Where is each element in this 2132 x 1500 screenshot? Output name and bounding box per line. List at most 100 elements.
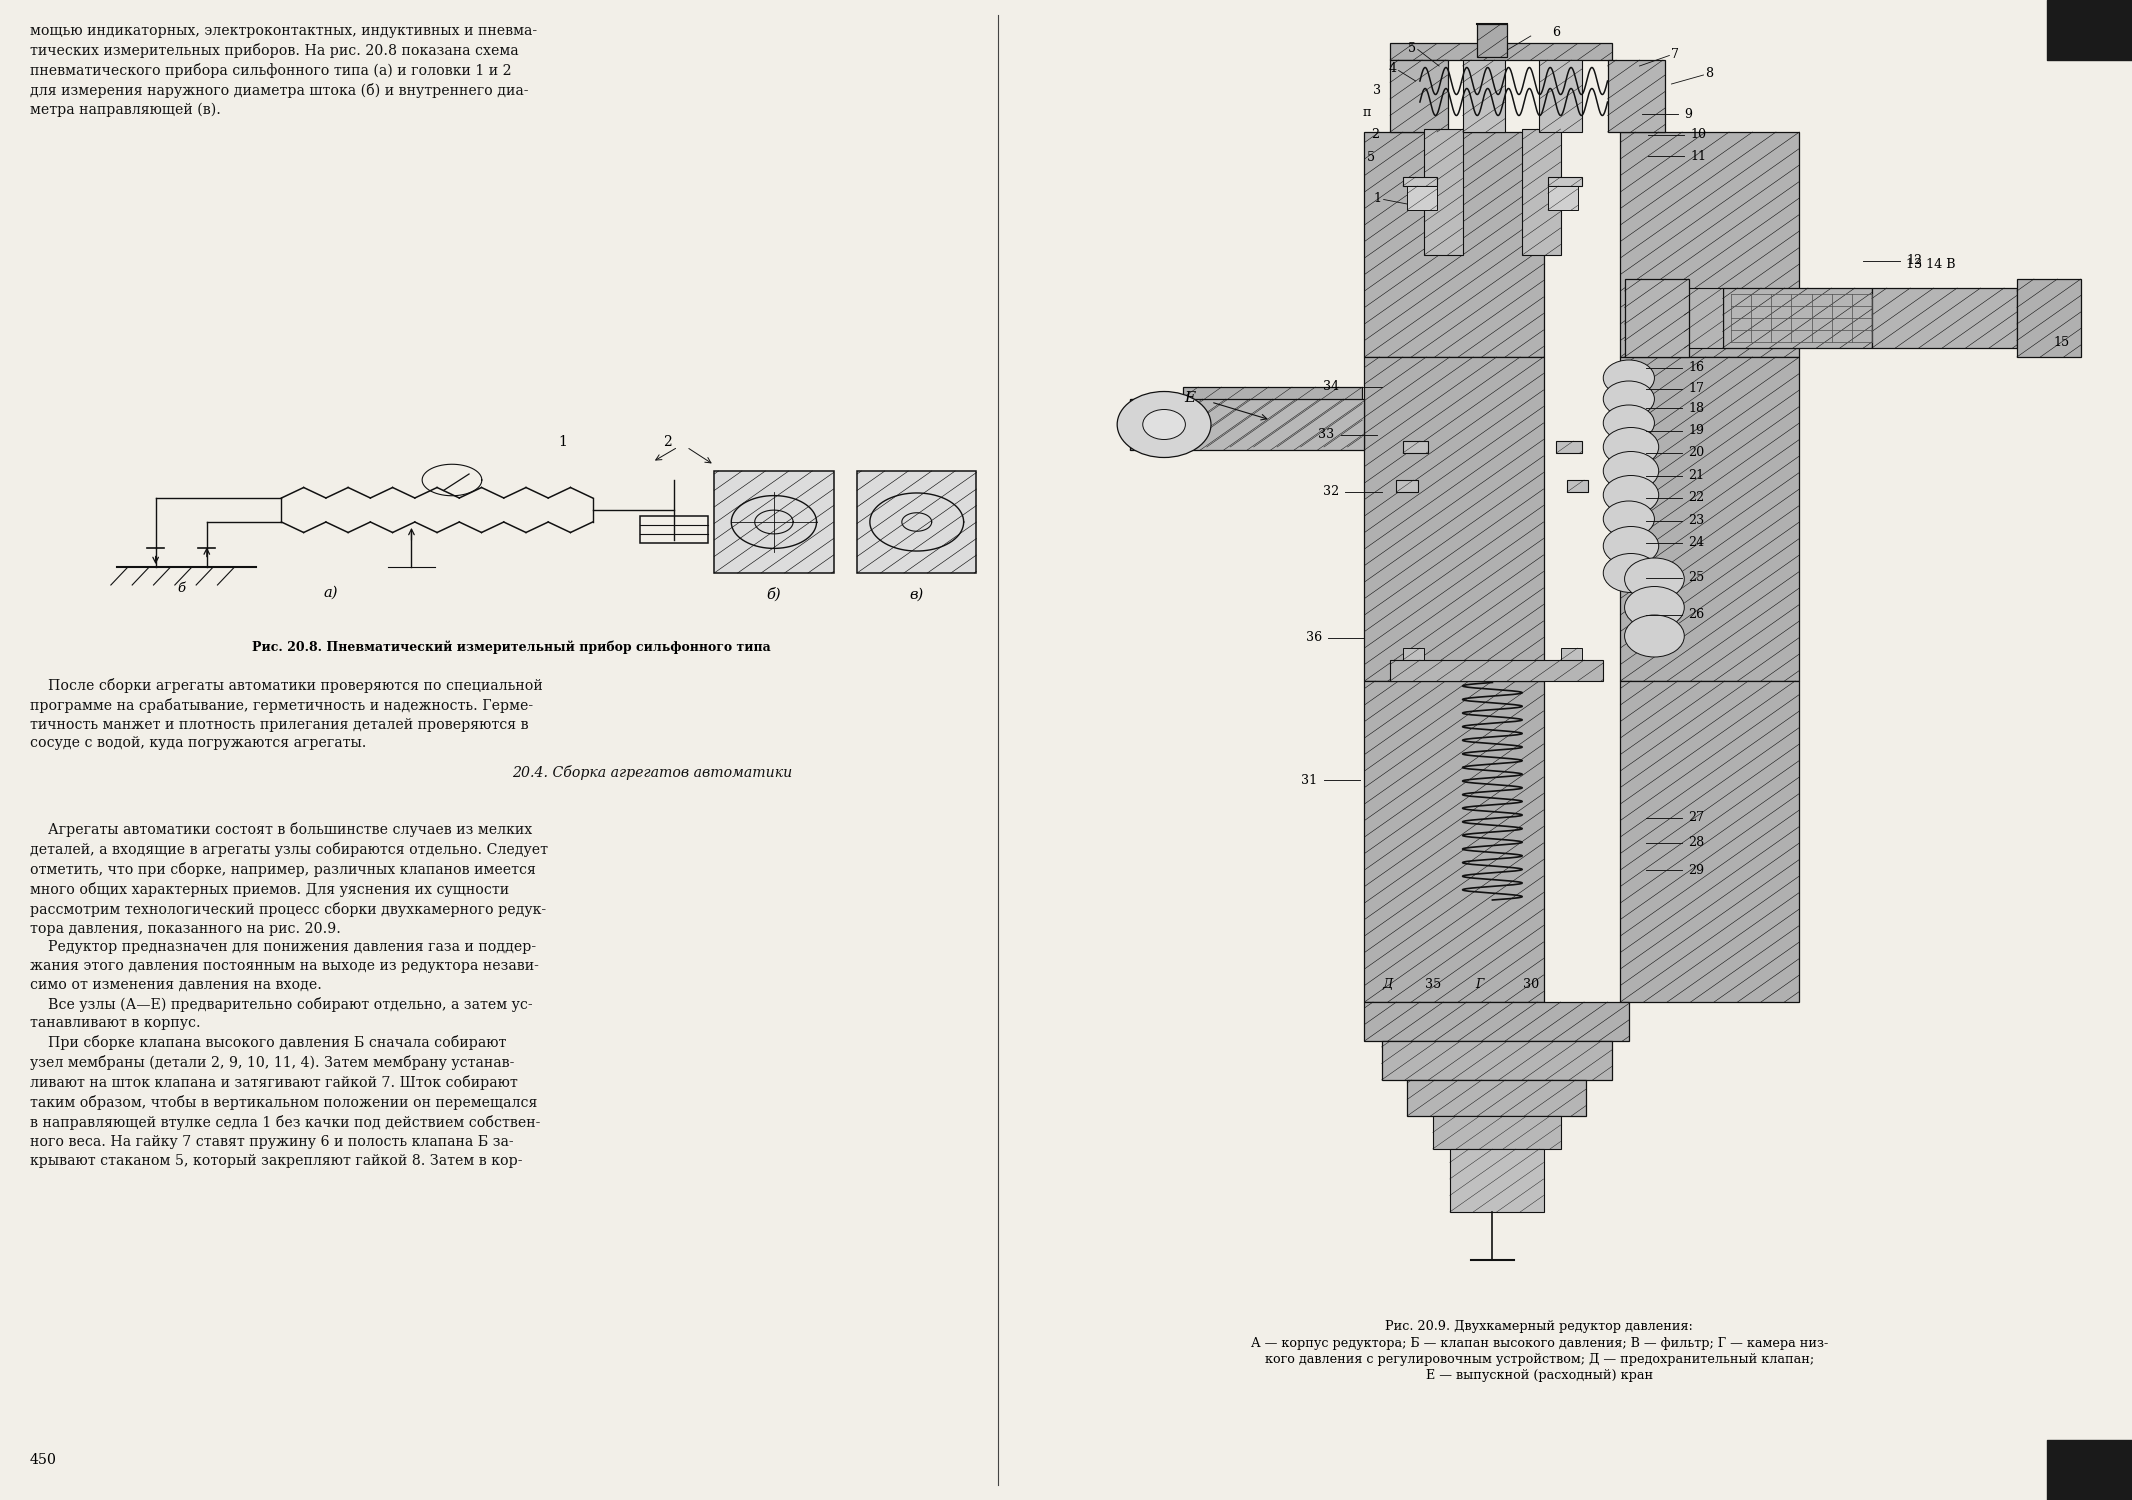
Text: 19: 19 bbox=[1689, 424, 1706, 436]
Bar bbox=[640, 516, 708, 543]
Text: 2: 2 bbox=[1371, 129, 1379, 141]
Text: 9: 9 bbox=[1684, 108, 1693, 120]
Circle shape bbox=[1603, 405, 1654, 441]
Bar bbox=[1183, 387, 1362, 447]
Text: 13 14 В: 13 14 В bbox=[1906, 258, 1955, 270]
Text: 7: 7 bbox=[1671, 48, 1680, 60]
Bar bbox=[1364, 1002, 1629, 1041]
Text: 5: 5 bbox=[1407, 42, 1416, 54]
Text: 27: 27 bbox=[1689, 812, 1706, 824]
Circle shape bbox=[1625, 586, 1684, 628]
Text: 35: 35 bbox=[1424, 978, 1441, 992]
Text: 30: 30 bbox=[1522, 978, 1539, 992]
Bar bbox=[1403, 648, 1424, 660]
Circle shape bbox=[1603, 476, 1659, 514]
Circle shape bbox=[1625, 615, 1684, 657]
Bar bbox=[1407, 186, 1437, 210]
Bar bbox=[2017, 279, 2081, 357]
Circle shape bbox=[1603, 360, 1654, 396]
Bar bbox=[1620, 132, 1799, 357]
Text: 1: 1 bbox=[559, 435, 567, 448]
Bar bbox=[1396, 480, 1418, 492]
Text: Г: Г bbox=[1475, 978, 1484, 992]
Bar bbox=[1625, 279, 1689, 357]
Bar bbox=[1382, 1041, 1612, 1080]
Text: Е: Е bbox=[1183, 390, 1196, 405]
Bar bbox=[1407, 1080, 1586, 1116]
Text: 6: 6 bbox=[1552, 27, 1561, 39]
Text: в): в) bbox=[910, 588, 923, 602]
Text: 32: 32 bbox=[1322, 486, 1339, 498]
Text: 11: 11 bbox=[1691, 150, 1708, 162]
Text: Д: Д bbox=[1384, 978, 1392, 992]
Text: Агрегаты автоматики состоят в большинстве случаев из мелких
деталей, а входящие : Агрегаты автоматики состоят в большинств… bbox=[30, 822, 548, 1167]
Bar bbox=[1561, 648, 1582, 660]
Text: Рис. 20.8. Пневматический измерительный прибор сильфонного типа: Рис. 20.8. Пневматический измерительный … bbox=[252, 640, 772, 654]
Text: б): б) bbox=[768, 586, 780, 602]
Text: 5: 5 bbox=[1367, 152, 1375, 164]
Bar bbox=[1620, 681, 1799, 1002]
Text: 23: 23 bbox=[1689, 514, 1706, 526]
Text: 20: 20 bbox=[1689, 447, 1706, 459]
Bar bbox=[1548, 177, 1582, 186]
Bar bbox=[1567, 480, 1588, 492]
Text: 4: 4 bbox=[1388, 63, 1396, 75]
Circle shape bbox=[1143, 410, 1185, 440]
Circle shape bbox=[1603, 381, 1654, 417]
Text: 28: 28 bbox=[1689, 837, 1706, 849]
Bar bbox=[714, 471, 834, 573]
Circle shape bbox=[1603, 554, 1659, 592]
Text: 10: 10 bbox=[1691, 129, 1708, 141]
Bar bbox=[1390, 660, 1603, 681]
Circle shape bbox=[1603, 526, 1659, 566]
Circle shape bbox=[1625, 558, 1684, 600]
Text: 450: 450 bbox=[30, 1454, 58, 1467]
Text: мощью индикаторных, электроконтактных, индуктивных и пневма-
тических измеритель: мощью индикаторных, электроконтактных, и… bbox=[30, 24, 537, 117]
Bar bbox=[1723, 288, 1872, 348]
Text: п: п bbox=[1362, 106, 1371, 118]
Bar bbox=[1608, 60, 1665, 132]
Circle shape bbox=[1117, 392, 1211, 458]
Text: 22: 22 bbox=[1689, 492, 1706, 504]
Text: 34: 34 bbox=[1322, 381, 1339, 393]
Bar bbox=[1620, 357, 1799, 681]
Text: 20.4. Сборка агрегатов автоматики: 20.4. Сборка агрегатов автоматики bbox=[512, 765, 791, 780]
Text: 25: 25 bbox=[1689, 572, 1706, 584]
Bar bbox=[1403, 441, 1428, 453]
Bar bbox=[1364, 681, 1544, 1002]
Text: 15: 15 bbox=[2053, 336, 2070, 348]
Bar bbox=[1390, 44, 1612, 60]
Bar bbox=[1556, 441, 1582, 453]
Bar bbox=[1450, 1149, 1544, 1212]
Text: 29: 29 bbox=[1689, 864, 1706, 876]
Text: Рис. 20.9. Двухкамерный редуктор давления:
А — корпус редуктора; Б — клапан высо: Рис. 20.9. Двухкамерный редуктор давлени… bbox=[1251, 1320, 1827, 1383]
Bar bbox=[1872, 288, 2017, 348]
Bar bbox=[1477, 24, 1507, 57]
Circle shape bbox=[1603, 452, 1659, 491]
Bar bbox=[1433, 1116, 1561, 1149]
Bar bbox=[1130, 399, 1364, 450]
Bar bbox=[857, 471, 976, 573]
Text: 21: 21 bbox=[1689, 470, 1706, 482]
Text: 18: 18 bbox=[1689, 402, 1706, 414]
Text: б: б bbox=[177, 582, 185, 596]
Bar bbox=[1424, 129, 1463, 255]
Text: 24: 24 bbox=[1689, 537, 1706, 549]
Bar bbox=[1684, 288, 1723, 348]
Bar bbox=[1390, 60, 1448, 132]
Bar bbox=[1548, 186, 1578, 210]
Text: 8: 8 bbox=[1706, 68, 1714, 80]
Text: а): а) bbox=[324, 586, 337, 600]
Text: 33: 33 bbox=[1318, 429, 1335, 441]
Bar bbox=[1539, 60, 1582, 132]
Bar bbox=[1522, 129, 1561, 255]
Text: 31: 31 bbox=[1301, 774, 1318, 786]
Text: 17: 17 bbox=[1689, 382, 1706, 394]
Bar bbox=[1463, 60, 1505, 132]
Text: 36: 36 bbox=[1305, 632, 1322, 644]
Text: 1: 1 bbox=[1373, 192, 1382, 204]
Text: 2: 2 bbox=[663, 435, 672, 448]
Circle shape bbox=[1603, 501, 1654, 537]
Text: 16: 16 bbox=[1689, 362, 1706, 374]
Bar bbox=[1364, 132, 1544, 357]
